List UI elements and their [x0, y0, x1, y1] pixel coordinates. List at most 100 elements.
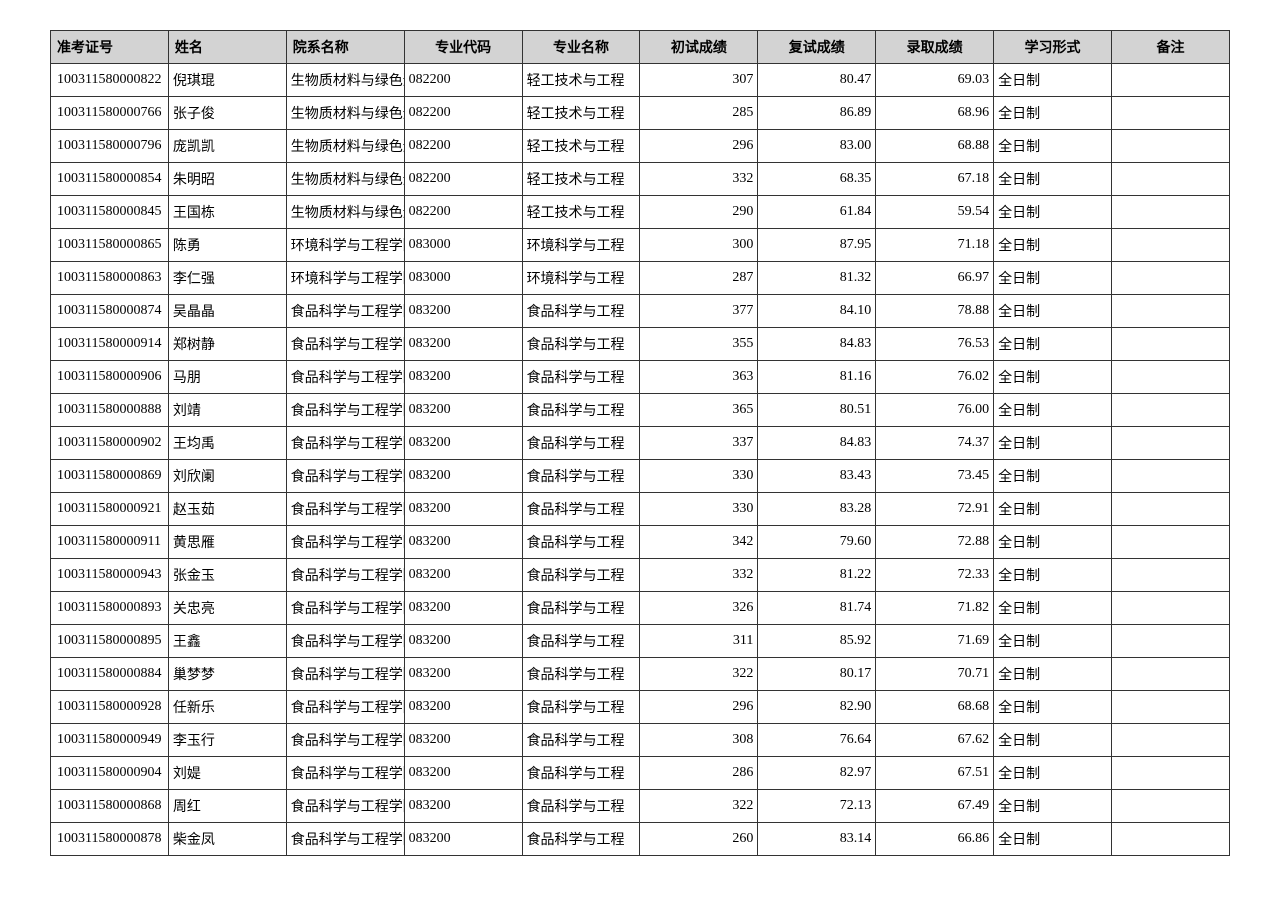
- cell-major-code: 083200: [404, 592, 522, 625]
- table-row: 100311580000895王鑫食品科学与工程学院083200食品科学与工程3…: [51, 625, 1230, 658]
- table-row: 100311580000928任新乐食品科学与工程学院083200食品科学与工程…: [51, 691, 1230, 724]
- cell-score1: 290: [640, 196, 758, 229]
- cell-department: 食品科学与工程学院: [286, 493, 404, 526]
- header-exam-id: 准考证号: [51, 31, 169, 64]
- cell-remark: [1112, 790, 1230, 823]
- cell-name: 郑树静: [168, 328, 286, 361]
- cell-remark: [1112, 394, 1230, 427]
- header-remark: 备注: [1112, 31, 1230, 64]
- cell-exam-id: 100311580000878: [51, 823, 169, 856]
- cell-exam-id: 100311580000796: [51, 130, 169, 163]
- cell-exam-id: 100311580000914: [51, 328, 169, 361]
- cell-major-name: 食品科学与工程: [522, 691, 640, 724]
- cell-major-code: 083200: [404, 361, 522, 394]
- cell-name: 李仁强: [168, 262, 286, 295]
- cell-department: 食品科学与工程学院: [286, 625, 404, 658]
- header-major-code: 专业代码: [404, 31, 522, 64]
- cell-exam-id: 100311580000845: [51, 196, 169, 229]
- cell-name: 吴晶晶: [168, 295, 286, 328]
- cell-major-name: 轻工技术与工程: [522, 196, 640, 229]
- table-row: 100311580000878柴金凤食品科学与工程学院083200食品科学与工程…: [51, 823, 1230, 856]
- cell-remark: [1112, 262, 1230, 295]
- cell-score1: 286: [640, 757, 758, 790]
- table-row: 100311580000914郑树静食品科学与工程学院083200食品科学与工程…: [51, 328, 1230, 361]
- cell-score3: 66.97: [876, 262, 994, 295]
- cell-score2: 83.28: [758, 493, 876, 526]
- cell-exam-id: 100311580000863: [51, 262, 169, 295]
- cell-study-mode: 全日制: [994, 328, 1112, 361]
- cell-score3: 67.18: [876, 163, 994, 196]
- cell-remark: [1112, 130, 1230, 163]
- table-row: 100311580000911黄思雁食品科学与工程学院083200食品科学与工程…: [51, 526, 1230, 559]
- cell-exam-id: 100311580000868: [51, 790, 169, 823]
- cell-name: 王国栋: [168, 196, 286, 229]
- cell-department: 食品科学与工程学院: [286, 295, 404, 328]
- cell-name: 李玉行: [168, 724, 286, 757]
- header-name: 姓名: [168, 31, 286, 64]
- cell-score3: 72.33: [876, 559, 994, 592]
- cell-exam-id: 100311580000928: [51, 691, 169, 724]
- cell-score2: 83.00: [758, 130, 876, 163]
- table-row: 100311580000863李仁强环境科学与工程学院083000环境科学与工程…: [51, 262, 1230, 295]
- cell-name: 赵玉茹: [168, 493, 286, 526]
- cell-major-name: 食品科学与工程: [522, 394, 640, 427]
- table-row: 100311580000893关忠亮食品科学与工程学院083200食品科学与工程…: [51, 592, 1230, 625]
- cell-score1: 300: [640, 229, 758, 262]
- cell-remark: [1112, 460, 1230, 493]
- cell-major-code: 082200: [404, 64, 522, 97]
- cell-department: 食品科学与工程学院: [286, 757, 404, 790]
- cell-name: 倪琪琨: [168, 64, 286, 97]
- cell-major-code: 083200: [404, 724, 522, 757]
- cell-exam-id: 100311580000949: [51, 724, 169, 757]
- cell-study-mode: 全日制: [994, 64, 1112, 97]
- table-row: 100311580000874吴晶晶食品科学与工程学院083200食品科学与工程…: [51, 295, 1230, 328]
- cell-study-mode: 全日制: [994, 196, 1112, 229]
- cell-department: 生物质材料与绿色造纸国家重点实验室: [286, 64, 404, 97]
- cell-department: 食品科学与工程学院: [286, 328, 404, 361]
- cell-name: 任新乐: [168, 691, 286, 724]
- cell-score2: 81.16: [758, 361, 876, 394]
- cell-study-mode: 全日制: [994, 790, 1112, 823]
- cell-study-mode: 全日制: [994, 262, 1112, 295]
- cell-score3: 70.71: [876, 658, 994, 691]
- cell-exam-id: 100311580000921: [51, 493, 169, 526]
- cell-exam-id: 100311580000854: [51, 163, 169, 196]
- cell-name: 刘媞: [168, 757, 286, 790]
- cell-department: 环境科学与工程学院: [286, 229, 404, 262]
- cell-study-mode: 全日制: [994, 394, 1112, 427]
- cell-department: 食品科学与工程学院: [286, 823, 404, 856]
- cell-name: 关忠亮: [168, 592, 286, 625]
- cell-remark: [1112, 163, 1230, 196]
- cell-major-code: 083200: [404, 460, 522, 493]
- cell-score3: 74.37: [876, 427, 994, 460]
- cell-major-code: 083200: [404, 328, 522, 361]
- cell-score2: 84.10: [758, 295, 876, 328]
- cell-department: 食品科学与工程学院: [286, 691, 404, 724]
- cell-study-mode: 全日制: [994, 559, 1112, 592]
- cell-exam-id: 100311580000911: [51, 526, 169, 559]
- cell-score3: 78.88: [876, 295, 994, 328]
- cell-remark: [1112, 361, 1230, 394]
- cell-study-mode: 全日制: [994, 658, 1112, 691]
- cell-major-code: 083000: [404, 229, 522, 262]
- cell-score2: 85.92: [758, 625, 876, 658]
- cell-major-code: 083000: [404, 262, 522, 295]
- cell-exam-id: 100311580000893: [51, 592, 169, 625]
- cell-score2: 72.13: [758, 790, 876, 823]
- cell-department: 食品科学与工程学院: [286, 361, 404, 394]
- cell-exam-id: 100311580000943: [51, 559, 169, 592]
- cell-score3: 66.86: [876, 823, 994, 856]
- cell-score1: 260: [640, 823, 758, 856]
- cell-major-code: 083200: [404, 757, 522, 790]
- cell-remark: [1112, 229, 1230, 262]
- cell-exam-id: 100311580000904: [51, 757, 169, 790]
- cell-name: 陈勇: [168, 229, 286, 262]
- cell-exam-id: 100311580000884: [51, 658, 169, 691]
- cell-score2: 81.22: [758, 559, 876, 592]
- cell-study-mode: 全日制: [994, 691, 1112, 724]
- cell-score3: 73.45: [876, 460, 994, 493]
- cell-score2: 83.14: [758, 823, 876, 856]
- cell-major-name: 食品科学与工程: [522, 427, 640, 460]
- cell-score2: 61.84: [758, 196, 876, 229]
- header-score3: 录取成绩: [876, 31, 994, 64]
